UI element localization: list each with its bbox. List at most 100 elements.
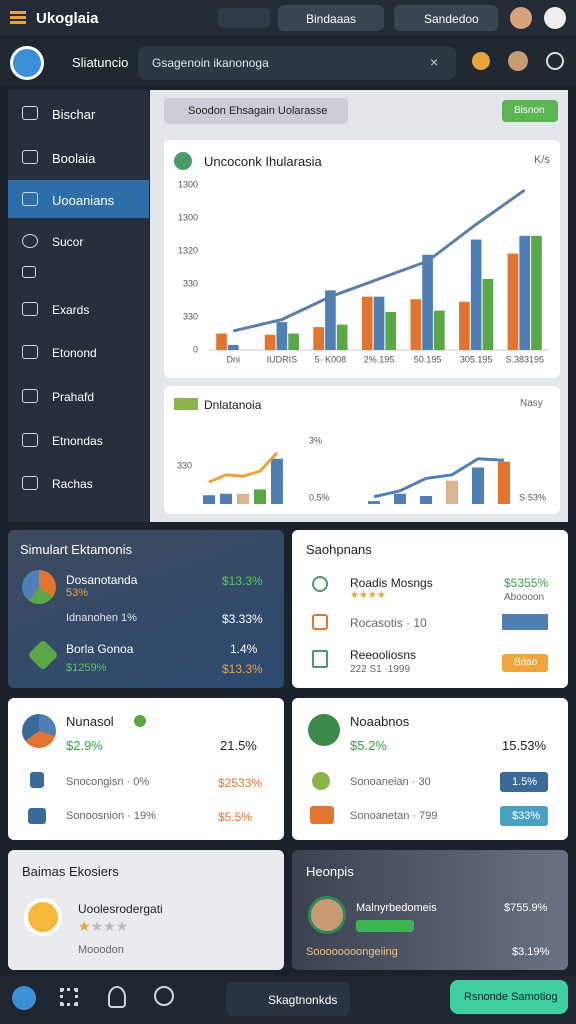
bar — [482, 278, 494, 350]
card-title: Simulart Ektamonis — [20, 542, 132, 557]
button-label: Sandedoo — [424, 12, 479, 26]
bar — [410, 299, 422, 350]
row-value: $13.3% — [222, 574, 263, 588]
nav-button[interactable]: Skagtnonkds — [226, 982, 350, 1016]
profile-name: Malnyrbedomeis — [356, 902, 437, 914]
sidebar-item[interactable]: Boolaia — [52, 151, 96, 166]
search-box[interactable]: Gsagenoin ikanonoga × — [138, 46, 456, 80]
bar — [394, 493, 406, 504]
bar — [385, 311, 397, 350]
button-label: Bindaaas — [306, 12, 357, 26]
header-button[interactable]: Bindaaas — [278, 5, 384, 31]
profile-value: $755.9% — [504, 902, 548, 914]
toolbar: Sliatuncio Gsagenoin ikanonoga × — [0, 38, 576, 86]
header-button[interactable]: Sandedoo — [394, 5, 498, 31]
y-tick-label: 0 — [193, 344, 198, 354]
bar — [288, 333, 299, 350]
row-value: 1.4% — [230, 642, 258, 656]
card-title: Nunasol — [66, 714, 114, 729]
row-label: Rocasotis · 10 — [350, 616, 427, 630]
line — [373, 457, 505, 499]
profile-card: Heonpis Malnyrbedomeis $755.9% Soooooooo… — [292, 850, 568, 970]
main-search[interactable]: Soodon Ehsagain Uolarasse — [164, 98, 348, 124]
icon-group[interactable] — [218, 8, 270, 28]
row-label: Snocongisn · 0% — [66, 776, 150, 788]
sidebar-item[interactable]: Bischar — [52, 107, 96, 122]
avatar[interactable] — [510, 7, 532, 29]
sidebar-item[interactable]: Sucor — [52, 235, 84, 249]
chart-subtitle: K/s — [534, 154, 550, 166]
sidebar-item[interactable]: Prahafd — [52, 390, 95, 404]
x-tick-label: 305.195 — [460, 354, 493, 364]
bar — [227, 344, 239, 350]
card-value: 21.5% — [220, 738, 257, 753]
bar — [433, 310, 445, 350]
card-title: Baimas Ekosiers — [22, 864, 119, 879]
nav-icon[interactable] — [12, 986, 36, 1010]
y-tick-label: 1300 — [178, 212, 198, 222]
row-value: 1.5% — [512, 776, 538, 788]
x-tick-label: IUDRIS — [267, 354, 298, 364]
row-button[interactable]: Bdao — [502, 654, 548, 672]
nav-icon[interactable] — [108, 986, 126, 1008]
avatar[interactable] — [544, 7, 566, 29]
main-button[interactable]: Bisnon — [502, 100, 558, 122]
bar — [498, 461, 510, 504]
bar — [507, 253, 519, 350]
bar — [531, 235, 542, 350]
row-label: Sonoosnion · 19% — [66, 810, 156, 822]
sidebar-item[interactable]: Exards — [52, 303, 90, 317]
row-label: Reeooliosns — [350, 648, 417, 662]
bottom-nav: Skagtnonkds Rsnonde Samotiog — [0, 976, 576, 1024]
row-badge: 1.5% — [500, 772, 548, 792]
profile-card: Baimas Ekosiers Uoolesrodergati ★★★★ Moo… — [8, 850, 284, 970]
notification-icon[interactable] — [472, 52, 490, 70]
card-title: Heonpis — [306, 864, 354, 879]
search-text: Gsagenoin ikanonoga — [152, 56, 269, 70]
row-value: $3.33% — [222, 612, 263, 626]
sidebar: Bischar Boolaia Uooanians Sucor Exards E… — [8, 90, 149, 522]
x-tick-label: 2%.195 — [364, 354, 395, 364]
nav-icon[interactable] — [60, 988, 78, 1006]
chart-title: Dnlatanoia — [204, 398, 262, 412]
bar — [459, 301, 470, 350]
bar — [361, 296, 373, 350]
chart-card: Uncoconk Ihularasia K/s 1300 1300 1320 330 3… — [164, 140, 560, 378]
profile-value: $3.19% — [512, 946, 550, 958]
line — [208, 451, 279, 484]
cta-button[interactable]: Rsnonde Samotiog — [450, 980, 568, 1014]
row-label: Roadis Mosngs — [350, 576, 433, 590]
search-text: Soodon Ehsagain Uolarasse — [188, 105, 328, 117]
x-tick-label: Dni — [227, 354, 241, 364]
bar — [472, 467, 484, 504]
row-label: Sonoanetan · 799 — [350, 810, 438, 822]
bar — [203, 495, 215, 504]
sidebar-icon[interactable] — [22, 266, 36, 278]
bar — [373, 296, 385, 350]
bar — [220, 493, 232, 504]
row-badge: $33% — [500, 806, 548, 826]
row-value: $5355% — [504, 576, 549, 590]
bar — [336, 324, 348, 350]
sidebar-item[interactable]: Etonond — [52, 346, 97, 360]
sidebar-item[interactable]: Etnondas — [52, 434, 103, 448]
sidebar-item[interactable]: Uooanians — [52, 193, 115, 208]
row-value: $5.5% — [218, 810, 253, 824]
profile-sub: Soooooooongeiing — [306, 946, 398, 958]
bar — [254, 489, 266, 504]
row-sub: $1259% — [66, 662, 107, 674]
x-tick-label: 50.195 — [414, 354, 442, 364]
button-label: Bdao — [514, 657, 538, 668]
nav-icon[interactable] — [154, 986, 174, 1006]
avatar[interactable] — [508, 51, 528, 71]
sidebar-item[interactable]: Rachas — [52, 477, 93, 491]
help-icon[interactable] — [546, 52, 564, 70]
x-tick-label: 5· K008 — [315, 354, 347, 364]
app-name: Ukoglaia — [36, 10, 99, 27]
logo — [10, 46, 44, 80]
card-value: $2.9% — [66, 738, 103, 753]
row-label: Dosanotanda — [66, 573, 138, 587]
bar — [276, 322, 288, 350]
menu-icon[interactable] — [10, 11, 26, 14]
bar — [271, 458, 283, 504]
